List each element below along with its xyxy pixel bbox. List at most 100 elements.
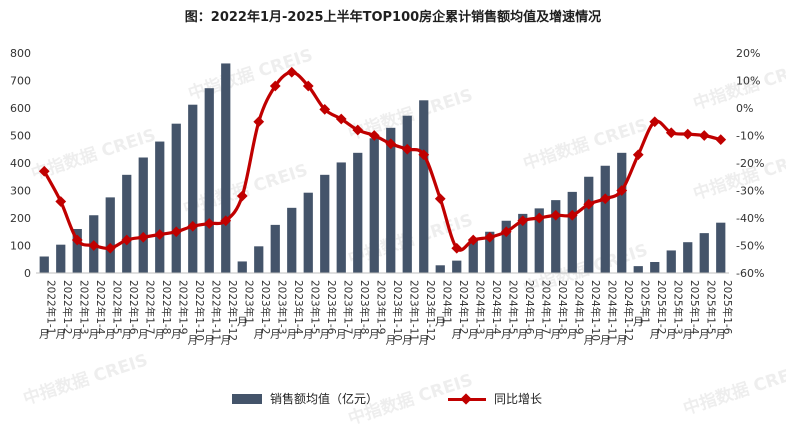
x-tick-label: 2023年1-11 xyxy=(407,280,420,341)
x-tick-label: 2022年1-4 xyxy=(94,280,107,335)
growth-point xyxy=(236,190,248,202)
bar xyxy=(485,231,495,273)
bar xyxy=(155,141,165,273)
x-tick-label: 2023年1-2 xyxy=(259,280,272,334)
x-tick-label-month: 月 xyxy=(633,316,644,328)
x-tick-label-month: 月 xyxy=(683,328,694,340)
x-tick-label-month: 月 xyxy=(171,328,182,340)
growth-point xyxy=(55,196,67,207)
x-tick-label-month: 月 xyxy=(39,328,50,340)
growth-point xyxy=(698,130,710,141)
x-tick-label-month: 月 xyxy=(221,335,232,347)
bars-layer xyxy=(39,63,726,274)
legend-line-swatch xyxy=(448,393,486,405)
x-tick-label: 2025年1 xyxy=(638,280,651,324)
bar xyxy=(336,162,346,273)
y-right-tick-label: 20% xyxy=(736,47,760,60)
x-tick-label: 2023年1-7 xyxy=(341,280,354,334)
growth-point xyxy=(583,198,595,210)
growth-point xyxy=(104,242,116,254)
growth-line-layer xyxy=(38,66,727,254)
x-tick-label-month: 月 xyxy=(369,328,380,340)
x-tick-label-month: 月 xyxy=(303,328,314,340)
y-left-tick-label: 100 xyxy=(10,240,31,253)
x-tick-label: 2023年1-3 xyxy=(275,280,288,334)
x-category-label: 2024年1-8月 xyxy=(551,280,569,340)
x-category-label: 2024年1-7月 xyxy=(534,280,552,340)
x-category-label: 2022年1-6月 xyxy=(122,280,140,340)
axis-layer: 0 100 200 300 400 500 600 700 800 -60% -50% -40% -30… xyxy=(10,47,764,347)
x-tick-label: 2022年1-3 xyxy=(77,280,90,334)
x-tick-label: 2025年1-6 xyxy=(721,280,734,335)
growth-point xyxy=(302,80,314,92)
x-category-label: 2022年1-7月 xyxy=(138,280,156,340)
y-right-tick-label: 10% xyxy=(736,75,760,88)
x-tick-label: 2022年1-11 xyxy=(209,280,222,341)
x-category-label: 2023年1-11月 xyxy=(402,280,420,347)
legend-item-growth: 同比增长 xyxy=(448,390,542,407)
bar xyxy=(386,127,396,273)
x-category-label: 2023年1-4月 xyxy=(287,280,305,340)
bar xyxy=(567,191,577,274)
x-tick-label: 2022年1-7 xyxy=(143,280,156,334)
y-left-tick-label: 300 xyxy=(10,185,31,198)
bar xyxy=(633,266,643,274)
growth-point xyxy=(368,130,380,141)
x-tick-label: 2024年1-11 xyxy=(605,280,618,341)
bar xyxy=(287,207,297,273)
growth-point xyxy=(137,231,149,243)
growth-point xyxy=(517,215,529,227)
x-tick-label: 2024年1-2 xyxy=(457,280,470,334)
bar xyxy=(237,261,247,273)
x-category-label: 2024年1-9月 xyxy=(567,280,585,340)
y-right-tick-label: -60% xyxy=(736,267,764,280)
x-tick-label: 2022年1-9 xyxy=(176,280,189,334)
x-tick-label-month: 月 xyxy=(270,328,281,340)
growth-point xyxy=(467,234,479,246)
growth-point xyxy=(434,193,446,205)
bar xyxy=(138,157,148,273)
growth-point xyxy=(715,134,727,145)
x-tick-label-month: 月 xyxy=(452,328,463,340)
bar xyxy=(534,208,544,274)
growth-point xyxy=(385,138,397,150)
growth-point xyxy=(170,226,182,238)
x-category-label: 2025年1-3月 xyxy=(666,280,684,340)
growth-point xyxy=(253,116,265,128)
x-tick-label-month: 月 xyxy=(716,328,727,340)
growth-point xyxy=(533,212,545,224)
x-tick-label-month: 月 xyxy=(567,328,578,340)
growth-point xyxy=(665,127,677,139)
x-tick-label: 2024年1-6 xyxy=(523,280,536,335)
x-category-label: 2023年1-12月 xyxy=(419,280,437,347)
x-tick-label-month: 月 xyxy=(89,328,100,340)
y-right-tick-label: 0% xyxy=(736,102,753,115)
bar xyxy=(188,104,198,273)
x-tick-label: 2024年1-3 xyxy=(473,280,486,334)
x-tick-label-month: 月 xyxy=(518,328,529,340)
growth-point xyxy=(286,66,298,78)
legend-label-sales: 销售额均值（亿元） xyxy=(270,392,379,406)
x-tick-label-month: 月 xyxy=(551,328,562,340)
x-tick-label-month: 月 xyxy=(600,335,611,347)
x-tick-label: 2023年1-4 xyxy=(292,280,305,335)
y-right-tick-label: -50% xyxy=(736,240,764,253)
bar xyxy=(254,246,264,273)
legend: 销售额均值（亿元） 同比增长 xyxy=(0,390,786,412)
x-category-label: 2024年1-10月 xyxy=(584,280,602,347)
x-tick-label-month: 月 xyxy=(254,328,265,340)
x-tick-label: 2024年1-7 xyxy=(539,280,552,334)
x-category-label: 2024年1-6月 xyxy=(518,280,536,340)
y-left-tick-label: 0 xyxy=(24,267,31,280)
growth-point xyxy=(401,143,413,155)
x-category-label: 2022年1-12月 xyxy=(221,280,239,347)
bar xyxy=(617,152,627,273)
x-category-label: 2024年1-11月 xyxy=(600,280,618,347)
x-category-label: 2023年1-3月 xyxy=(270,280,288,340)
x-tick-label: 2022年1-6 xyxy=(127,280,140,335)
x-tick-label-month: 月 xyxy=(188,335,199,347)
x-tick-label: 2023年1-10 xyxy=(391,280,404,341)
x-category-label: 2022年1-1月 xyxy=(39,280,57,340)
x-tick-label: 2025年1-5 xyxy=(704,280,717,334)
